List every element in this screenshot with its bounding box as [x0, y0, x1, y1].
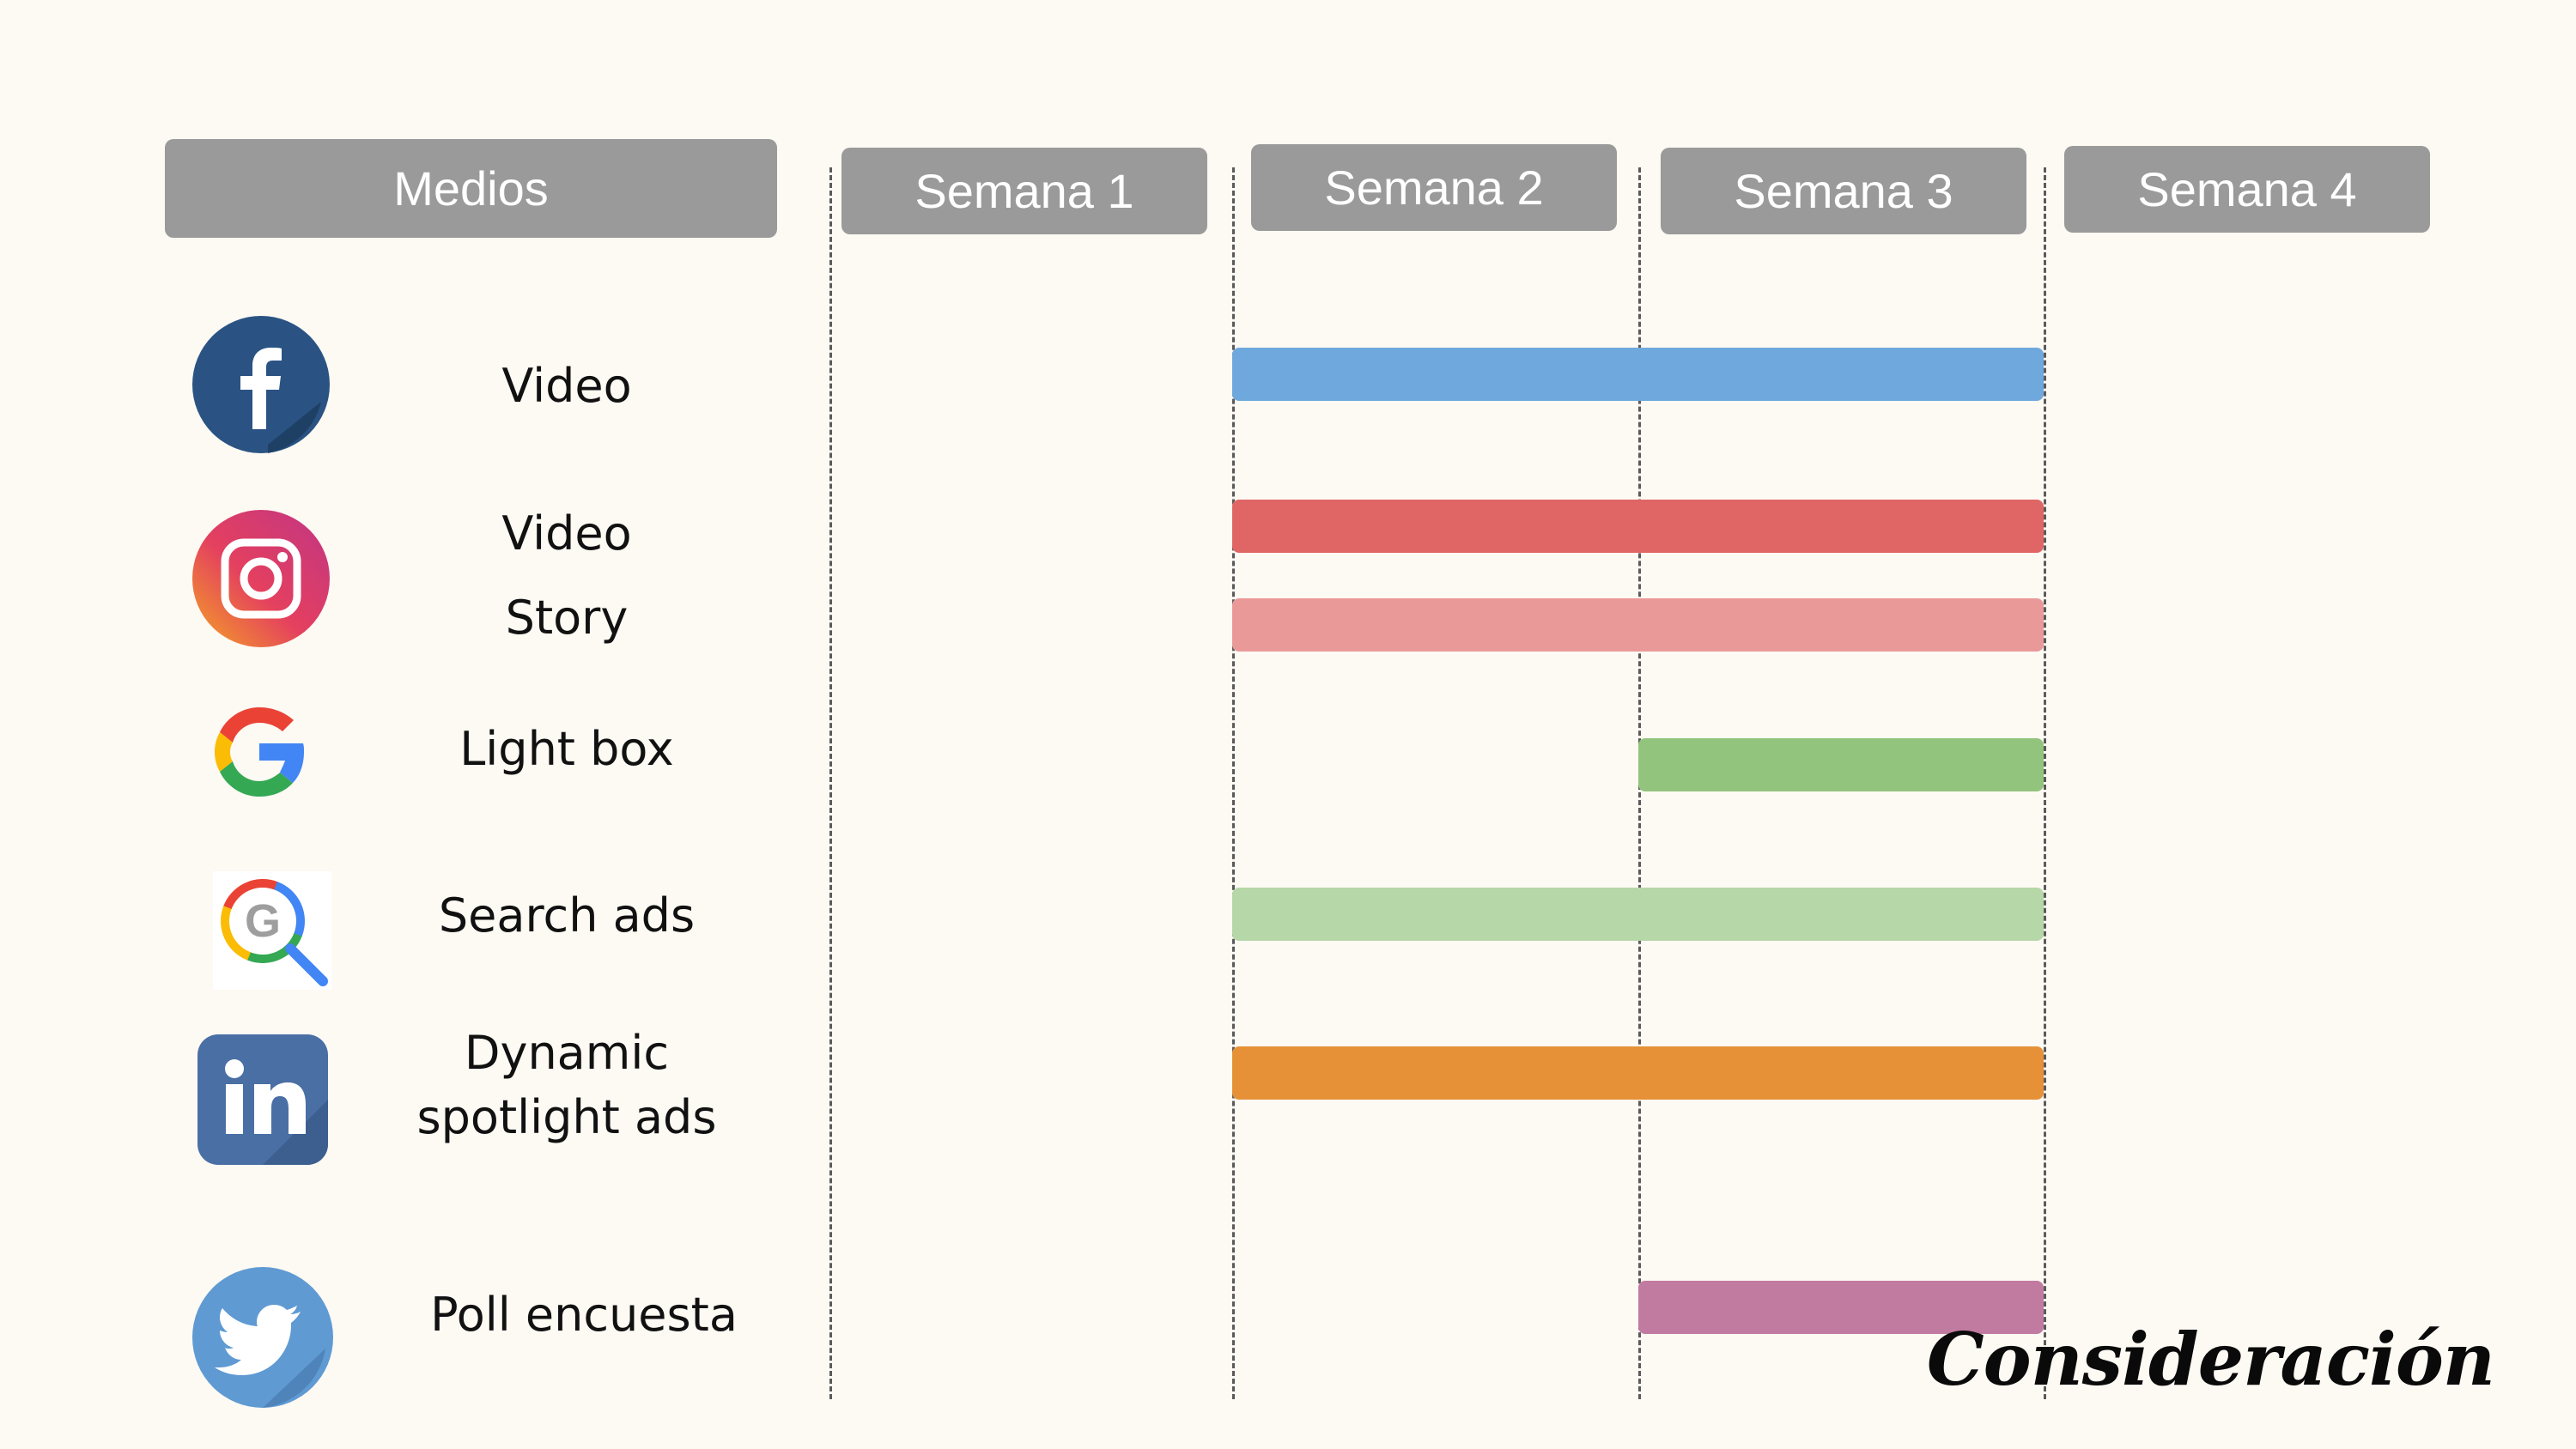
- header-week-3: Semana 3: [1661, 148, 2026, 234]
- week-separator: [829, 167, 832, 1399]
- header-week-4: Semana 4: [2064, 146, 2430, 233]
- instagram-icon: [192, 510, 330, 647]
- facebook-icon: [192, 316, 330, 453]
- gantt-bar-video: [1232, 348, 2044, 401]
- gantt-bar-light-box: [1638, 738, 2044, 791]
- week-separator: [1232, 167, 1235, 1399]
- linkedin-icon: [197, 1034, 328, 1165]
- label-facebook-video: Video: [501, 359, 632, 413]
- brand-title: Consideración: [1926, 1317, 2495, 1402]
- week-separator: [2044, 167, 2046, 1399]
- twitter-icon: [192, 1267, 333, 1408]
- label-linkedin-dynamic: Dynamic: [464, 1026, 670, 1080]
- header-week-1: Semana 1: [841, 148, 1207, 234]
- gantt-bar-dynamic-spotlight-ads: [1232, 1046, 2044, 1100]
- label-instagram-video: Video: [501, 506, 632, 561]
- label-google-lightbox: Light box: [459, 722, 674, 776]
- gantt-bar-video: [1232, 500, 2044, 553]
- header-week-2: Semana 2: [1251, 144, 1617, 231]
- google-icon: [215, 707, 304, 797]
- gantt-bar-poll-encuesta: [1638, 1281, 2044, 1334]
- label-twitter-poll: Poll encuesta: [430, 1288, 738, 1342]
- label-google-search-ads: Search ads: [438, 888, 696, 943]
- gantt-bar-search-ads: [1232, 888, 2044, 941]
- google-search-icon: G: [213, 871, 331, 990]
- label-linkedin-spotlight: spotlight ads: [416, 1090, 717, 1144]
- svg-text:G: G: [245, 895, 281, 947]
- header-medios: Medios: [165, 139, 777, 238]
- label-instagram-story: Story: [505, 591, 629, 645]
- gantt-bar-story: [1232, 598, 2044, 652]
